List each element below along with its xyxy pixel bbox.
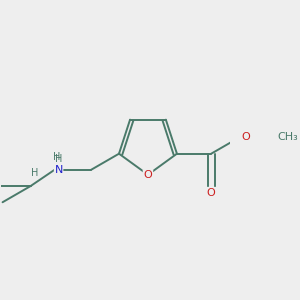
Text: H: H — [55, 154, 62, 164]
Text: O: O — [242, 132, 250, 142]
Text: O: O — [207, 188, 216, 198]
Text: N: N — [54, 165, 63, 175]
Text: H: H — [53, 152, 60, 162]
Text: H: H — [31, 168, 38, 178]
Text: CH₃: CH₃ — [277, 132, 298, 142]
Text: O: O — [144, 170, 152, 180]
